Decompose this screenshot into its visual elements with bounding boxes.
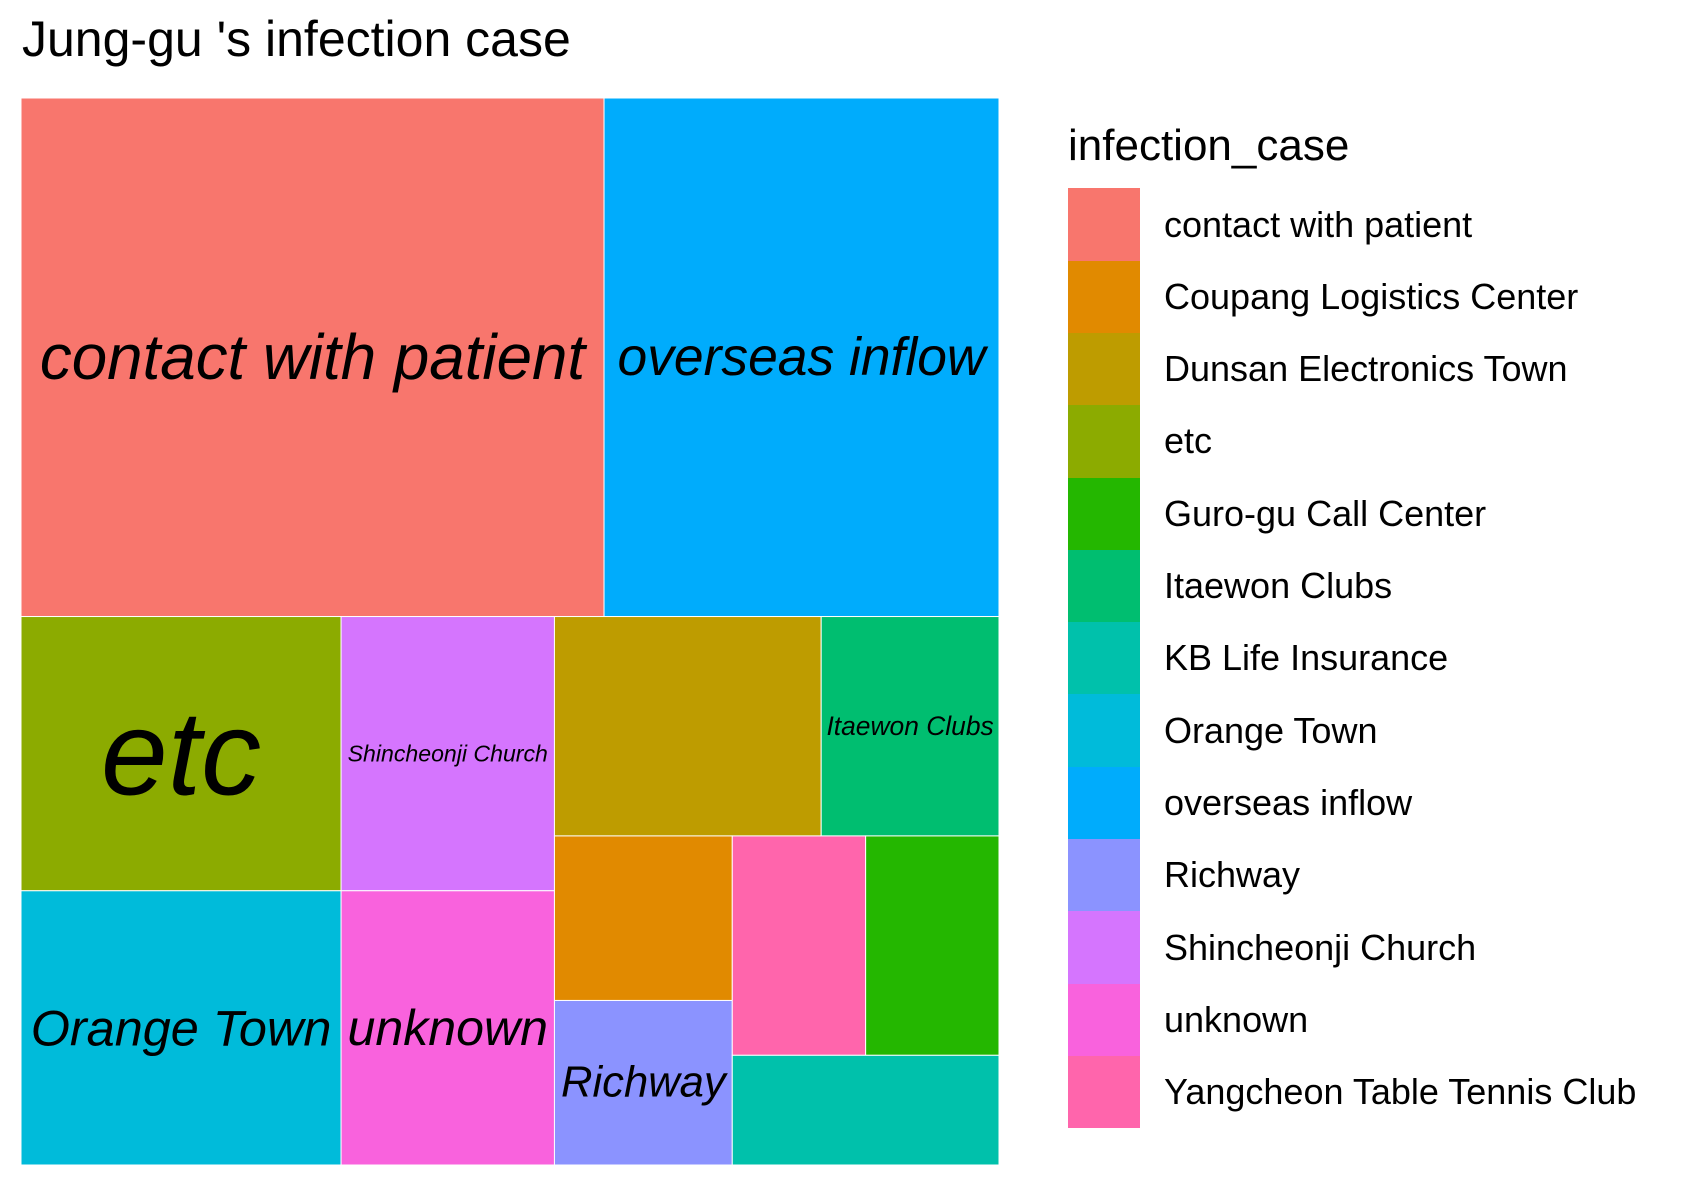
legend-label: Itaewon Clubs	[1164, 565, 1393, 607]
treemap-tile: Orange Town	[21, 890, 342, 1165]
treemap-tile-label: etc	[101, 687, 261, 821]
legend-item: Itaewon Clubs	[1068, 549, 1636, 623]
treemap-tile: Shincheonji Church	[340, 616, 555, 892]
treemap-tile	[731, 835, 867, 1056]
legend-label: Shincheonji Church	[1164, 926, 1477, 968]
legend-item: Orange Town	[1068, 694, 1636, 767]
legend-swatch	[1068, 911, 1140, 984]
legend-item: Coupang Logistics Center	[1068, 260, 1636, 333]
legend-swatch	[1068, 477, 1140, 550]
legend-swatch	[1068, 549, 1140, 623]
treemap-tile-label: Richway	[561, 1059, 728, 1107]
legend-label: Yangcheon Table Tennis Club	[1164, 1071, 1637, 1113]
treemap-tile-rect	[865, 835, 999, 1056]
legend-item: Yangcheon Table Tennis Club	[1068, 1055, 1637, 1129]
legend-label: overseas inflow	[1164, 781, 1413, 823]
legend-item: Richway	[1068, 839, 1636, 912]
treemap-tile-label: unknown	[347, 1000, 548, 1056]
legend-item: unknown	[1068, 983, 1636, 1056]
treemap-tile-rect	[731, 835, 867, 1056]
legend-swatch	[1068, 839, 1140, 912]
treemap-tile-label: contact with patient	[40, 322, 588, 393]
legend-label: KB Life Insurance	[1164, 637, 1449, 679]
legend-swatch	[1068, 1055, 1140, 1129]
legend-swatch	[1068, 766, 1140, 840]
legend-swatch	[1068, 332, 1140, 406]
legend-items: contact with patient Coupang Logistics Ce…	[1068, 188, 1637, 1129]
legend-label: Richway	[1164, 854, 1301, 896]
legend-label: etc	[1164, 420, 1213, 462]
legend-item: etc	[1068, 405, 1636, 478]
legend-item: overseas inflow	[1068, 766, 1636, 840]
legend: infection_case contact with patient Coupa…	[1068, 121, 1637, 1129]
legend-item: contact with patient	[1068, 188, 1636, 261]
treemap-tile-rect	[340, 616, 555, 892]
legend-label: Orange Town	[1164, 709, 1378, 751]
treemap-tile-label: overseas inflow	[618, 328, 989, 387]
legend-swatch	[1068, 260, 1140, 333]
legend-swatch	[1068, 694, 1140, 767]
treemap-tile	[553, 835, 733, 1001]
treemap-tile	[865, 835, 999, 1056]
legend-swatch	[1068, 188, 1140, 261]
treemap-svg: contact with patient overseas inflow etc Or…	[21, 98, 999, 1165]
treemap-tile-rect	[820, 616, 999, 837]
treemap-tile: unknown	[340, 890, 555, 1165]
treemap-tile: contact with patient	[21, 98, 605, 618]
legend-label: Coupang Logistics Center	[1164, 275, 1579, 317]
legend-item: KB Life Insurance	[1068, 622, 1636, 695]
treemap-tile: Richway	[553, 999, 733, 1165]
legend-label: unknown	[1164, 998, 1309, 1040]
treemap-tile-rect	[553, 616, 822, 837]
treemap-tile-label: Itaewon Clubs	[826, 711, 993, 741]
treemap-tile-rect	[21, 98, 605, 618]
legend-title: infection_case	[1068, 121, 1350, 170]
treemap-plot: contact with patient overseas inflow etc Or…	[21, 98, 999, 1165]
legend-swatch	[1068, 983, 1140, 1056]
treemap-tile-label: Orange Town	[31, 999, 332, 1056]
treemap-tile-rect	[21, 890, 342, 1165]
legend-label: contact with patient	[1164, 203, 1473, 245]
chart-title: Jung-gu 's infection case	[22, 11, 571, 67]
legend-swatch	[1068, 622, 1140, 695]
legend-item: Shincheonji Church	[1068, 911, 1636, 984]
legend-item: Guro-gu Call Center	[1068, 477, 1636, 550]
treemap-tile-label: Shincheonji Church	[348, 741, 548, 767]
legend-label: Dunsan Electronics Town	[1164, 348, 1568, 390]
legend-swatch	[1068, 405, 1140, 478]
legend-item: Dunsan Electronics Town	[1068, 332, 1636, 406]
legend-label: Guro-gu Call Center	[1164, 492, 1487, 534]
treemap-tile	[731, 1054, 999, 1165]
treemap-tile-rect	[553, 835, 733, 1001]
treemap-tile-rect	[731, 1054, 999, 1165]
treemap-tile: etc	[21, 616, 342, 892]
treemap-tile	[553, 616, 822, 837]
treemap-tile: overseas inflow	[603, 98, 999, 618]
treemap-tile-rect	[553, 999, 733, 1165]
treemap-tile: Itaewon Clubs	[820, 616, 999, 837]
treemap-tile-rect	[603, 98, 999, 618]
